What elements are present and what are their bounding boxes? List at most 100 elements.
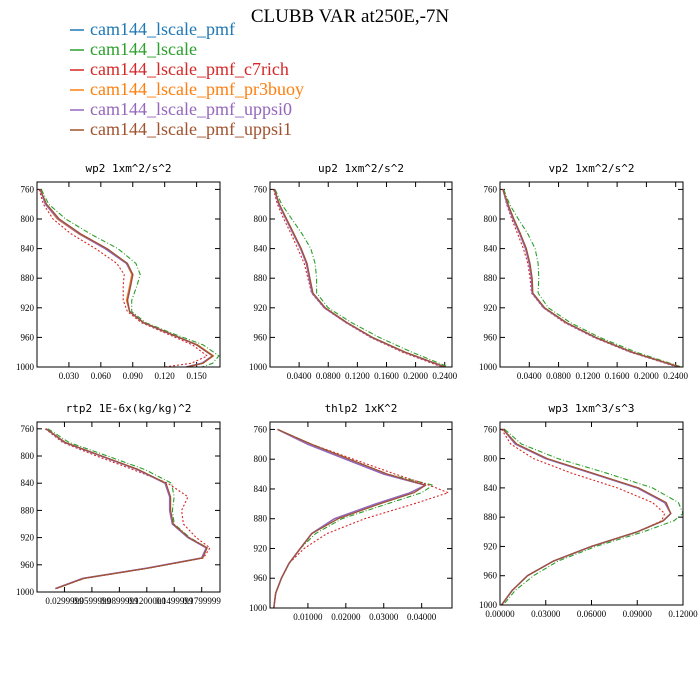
y-tick-label: 1000 (479, 600, 498, 610)
y-tick-label: 920 (254, 303, 268, 313)
x-tick-label: 0.1200 (575, 371, 600, 381)
x-tick-label: 0.150 (186, 371, 207, 381)
legend-entry: cam144_lscale_pmf_uppsi0 (90, 99, 292, 119)
x-tick-label: 0.00000 (485, 609, 515, 619)
x-tick-label: 0.2400 (432, 371, 457, 381)
series-line (501, 428, 672, 605)
plot-frame (269, 181, 453, 368)
y-tick-label: 920 (254, 543, 268, 553)
series-line (273, 428, 449, 608)
y-tick-label: 880 (21, 505, 35, 515)
series-line (273, 428, 427, 608)
y-tick-label: 1000 (249, 603, 268, 613)
legend-entry: cam144_lscale (90, 39, 197, 59)
plot-frame (499, 181, 684, 368)
plot-frame (499, 421, 684, 606)
chart-panel: rtp2 1E-6x(kg/kg)^2 760 800 840 880 920 960 100… (16, 402, 221, 606)
series-line (47, 428, 208, 590)
y-tick-label: 960 (21, 560, 35, 570)
x-tick-label: 0.03000 (531, 609, 561, 619)
y-tick-label: 880 (254, 273, 268, 283)
x-tick-label: 0.1200 (345, 371, 370, 381)
y-tick-label: 960 (254, 332, 268, 342)
panel-title: up2 1xm^2/s^2 (318, 162, 404, 175)
x-tick-label: 0.04000 (407, 612, 437, 622)
y-tick-label: 760 (254, 424, 268, 434)
x-tick-label: 0.12000 (668, 609, 698, 619)
y-tick-label: 840 (21, 244, 35, 254)
y-tick-label: 920 (21, 303, 35, 313)
series-line (502, 189, 681, 367)
y-tick-label: 760 (254, 184, 268, 194)
y-tick-label: 760 (21, 424, 35, 434)
series-line (501, 428, 672, 605)
panel-title: vp2 1xm^2/s^2 (548, 162, 634, 175)
y-tick-label: 960 (254, 573, 268, 583)
y-tick-label: 760 (21, 184, 35, 194)
plot-frame (269, 421, 453, 609)
y-tick-label: 800 (21, 214, 35, 224)
series-line (502, 189, 680, 367)
series-line (500, 428, 672, 605)
y-tick-label: 960 (484, 571, 498, 581)
y-tick-label: 1000 (16, 362, 35, 372)
x-tick-label: 0.03000 (369, 612, 399, 622)
y-tick-label: 1000 (16, 587, 35, 597)
y-tick-label: 880 (254, 514, 268, 524)
x-tick-label: 0.2400 (663, 371, 688, 381)
x-tick-label: 0.02000 (331, 612, 361, 622)
legend-entry: cam144_lscale_pmf (90, 19, 235, 39)
x-tick-label: 0.01000 (293, 612, 323, 622)
series-line (273, 428, 427, 608)
x-tick-label: 0.0800 (546, 371, 571, 381)
x-tick-label: 0.0899999 (100, 596, 139, 606)
y-tick-label: 840 (21, 478, 35, 488)
series-group (273, 428, 449, 608)
series-line (40, 189, 220, 367)
y-tick-label: 1000 (249, 362, 268, 372)
x-tick-label: 0.0800 (316, 371, 341, 381)
y-tick-label: 880 (484, 512, 498, 522)
x-tick-label: 0.2000 (403, 371, 428, 381)
y-tick-label: 840 (484, 244, 498, 254)
y-tick-label: 800 (254, 214, 268, 224)
series-group (44, 428, 211, 590)
chart-panel: thlp2 1xK^2 760 800 840 880 920 960 1000 0.01000… (249, 402, 453, 622)
series-line (273, 428, 434, 608)
y-tick-label: 800 (21, 451, 35, 461)
series-line (44, 428, 211, 590)
series-line (273, 189, 445, 367)
series-line (39, 189, 214, 367)
panels: wp2 1xm^2/s^2 760 800 840 880 920 960 1000 0.030… (16, 162, 698, 622)
series-line (273, 189, 442, 367)
x-tick-label: 0.0400 (517, 371, 542, 381)
x-tick-label: 0.090 (123, 371, 144, 381)
x-tick-label: 0.1799999 (183, 596, 222, 606)
series-line (502, 189, 678, 367)
series-line (502, 189, 680, 367)
series-group (500, 428, 683, 605)
legend: cam144_lscale_pmfcam144_lscalecam144_lsc… (70, 19, 304, 139)
legend-entry: cam144_lscale_pmf_uppsi1 (90, 119, 292, 139)
y-tick-label: 920 (21, 533, 35, 543)
x-tick-label: 0.1200000 (128, 596, 167, 606)
x-tick-label: 0.030 (59, 371, 80, 381)
series-line (45, 428, 208, 590)
y-tick-label: 840 (484, 483, 498, 493)
chart-panel: vp2 1xm^2/s^2 760 800 840 880 920 960 1000 0.040… (479, 162, 689, 381)
panel-title: thlp2 1xK^2 (325, 402, 398, 415)
y-tick-label: 960 (21, 332, 35, 342)
x-tick-label: 0.1600 (374, 371, 399, 381)
series-line (503, 189, 682, 367)
x-tick-label: 0.1499999 (155, 596, 194, 606)
panel-title: wp2 1xm^2/s^2 (85, 162, 171, 175)
series-line (273, 189, 445, 367)
legend-entry: cam144_lscale_pmf_c7rich (90, 59, 289, 79)
series-line (501, 428, 672, 605)
y-tick-label: 800 (484, 214, 498, 224)
y-tick-label: 760 (484, 184, 498, 194)
panel-title: wp3 1xm^3/s^3 (548, 402, 634, 415)
y-tick-label: 800 (254, 454, 268, 464)
series-line (502, 189, 680, 367)
